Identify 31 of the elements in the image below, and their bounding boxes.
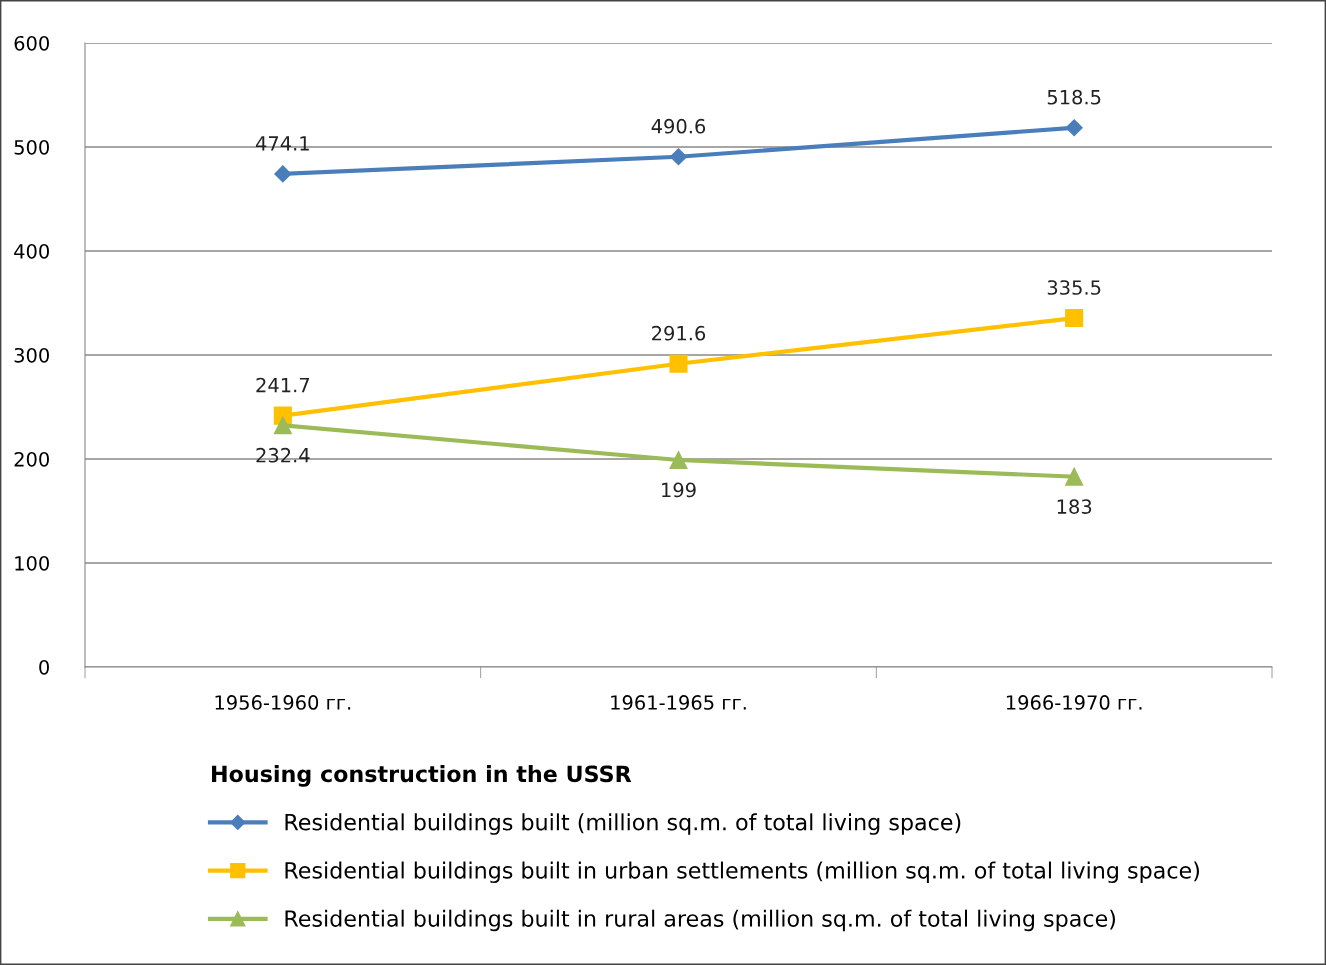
data-label: 490.6 <box>651 118 706 134</box>
data-label: 291.6 <box>652 325 706 341</box>
y-tick-label: 200 <box>14 451 49 467</box>
legend-label: Residential buildings built (million sq.m. of total living space) <box>285 813 961 835</box>
data-label: 474.1 <box>255 136 309 151</box>
y-tick-label: 100 <box>15 555 49 571</box>
y-tick-label: 600 <box>14 35 49 51</box>
x-tick-label: 1961-1965 гг. <box>611 695 746 710</box>
x-tick-label: 1966-1970 гг. <box>1006 695 1142 710</box>
point <box>1065 467 1084 486</box>
point <box>1065 119 1083 137</box>
point <box>273 416 292 435</box>
legend-label: Residential buildings built in urban settlements (million sq.m. of total living space) <box>285 861 1199 884</box>
y-tick-label: 300 <box>14 347 49 363</box>
legend-label: Residential buildings built in rural areas (million sq.m. of total living space) <box>285 909 1115 932</box>
point <box>1065 309 1084 328</box>
point <box>669 354 688 373</box>
x-tick-label: 1956-1960 гг. <box>215 695 351 710</box>
data-label: 335.5 <box>1047 280 1101 295</box>
data-label: 232.4 <box>256 447 310 463</box>
y-tick-label: 0 <box>39 659 49 675</box>
data-label: 183 <box>1057 499 1092 514</box>
point <box>669 451 688 470</box>
point <box>274 165 292 183</box>
data-label: 199 <box>662 482 696 498</box>
y-tick-label: 400 <box>14 243 49 259</box>
point <box>669 148 688 166</box>
data-label: 518.5 <box>1047 89 1101 105</box>
data-label: 241.7 <box>256 377 309 393</box>
y-tick-label: 500 <box>14 139 49 155</box>
legend-title: Housing construction in the USSR <box>212 765 632 787</box>
